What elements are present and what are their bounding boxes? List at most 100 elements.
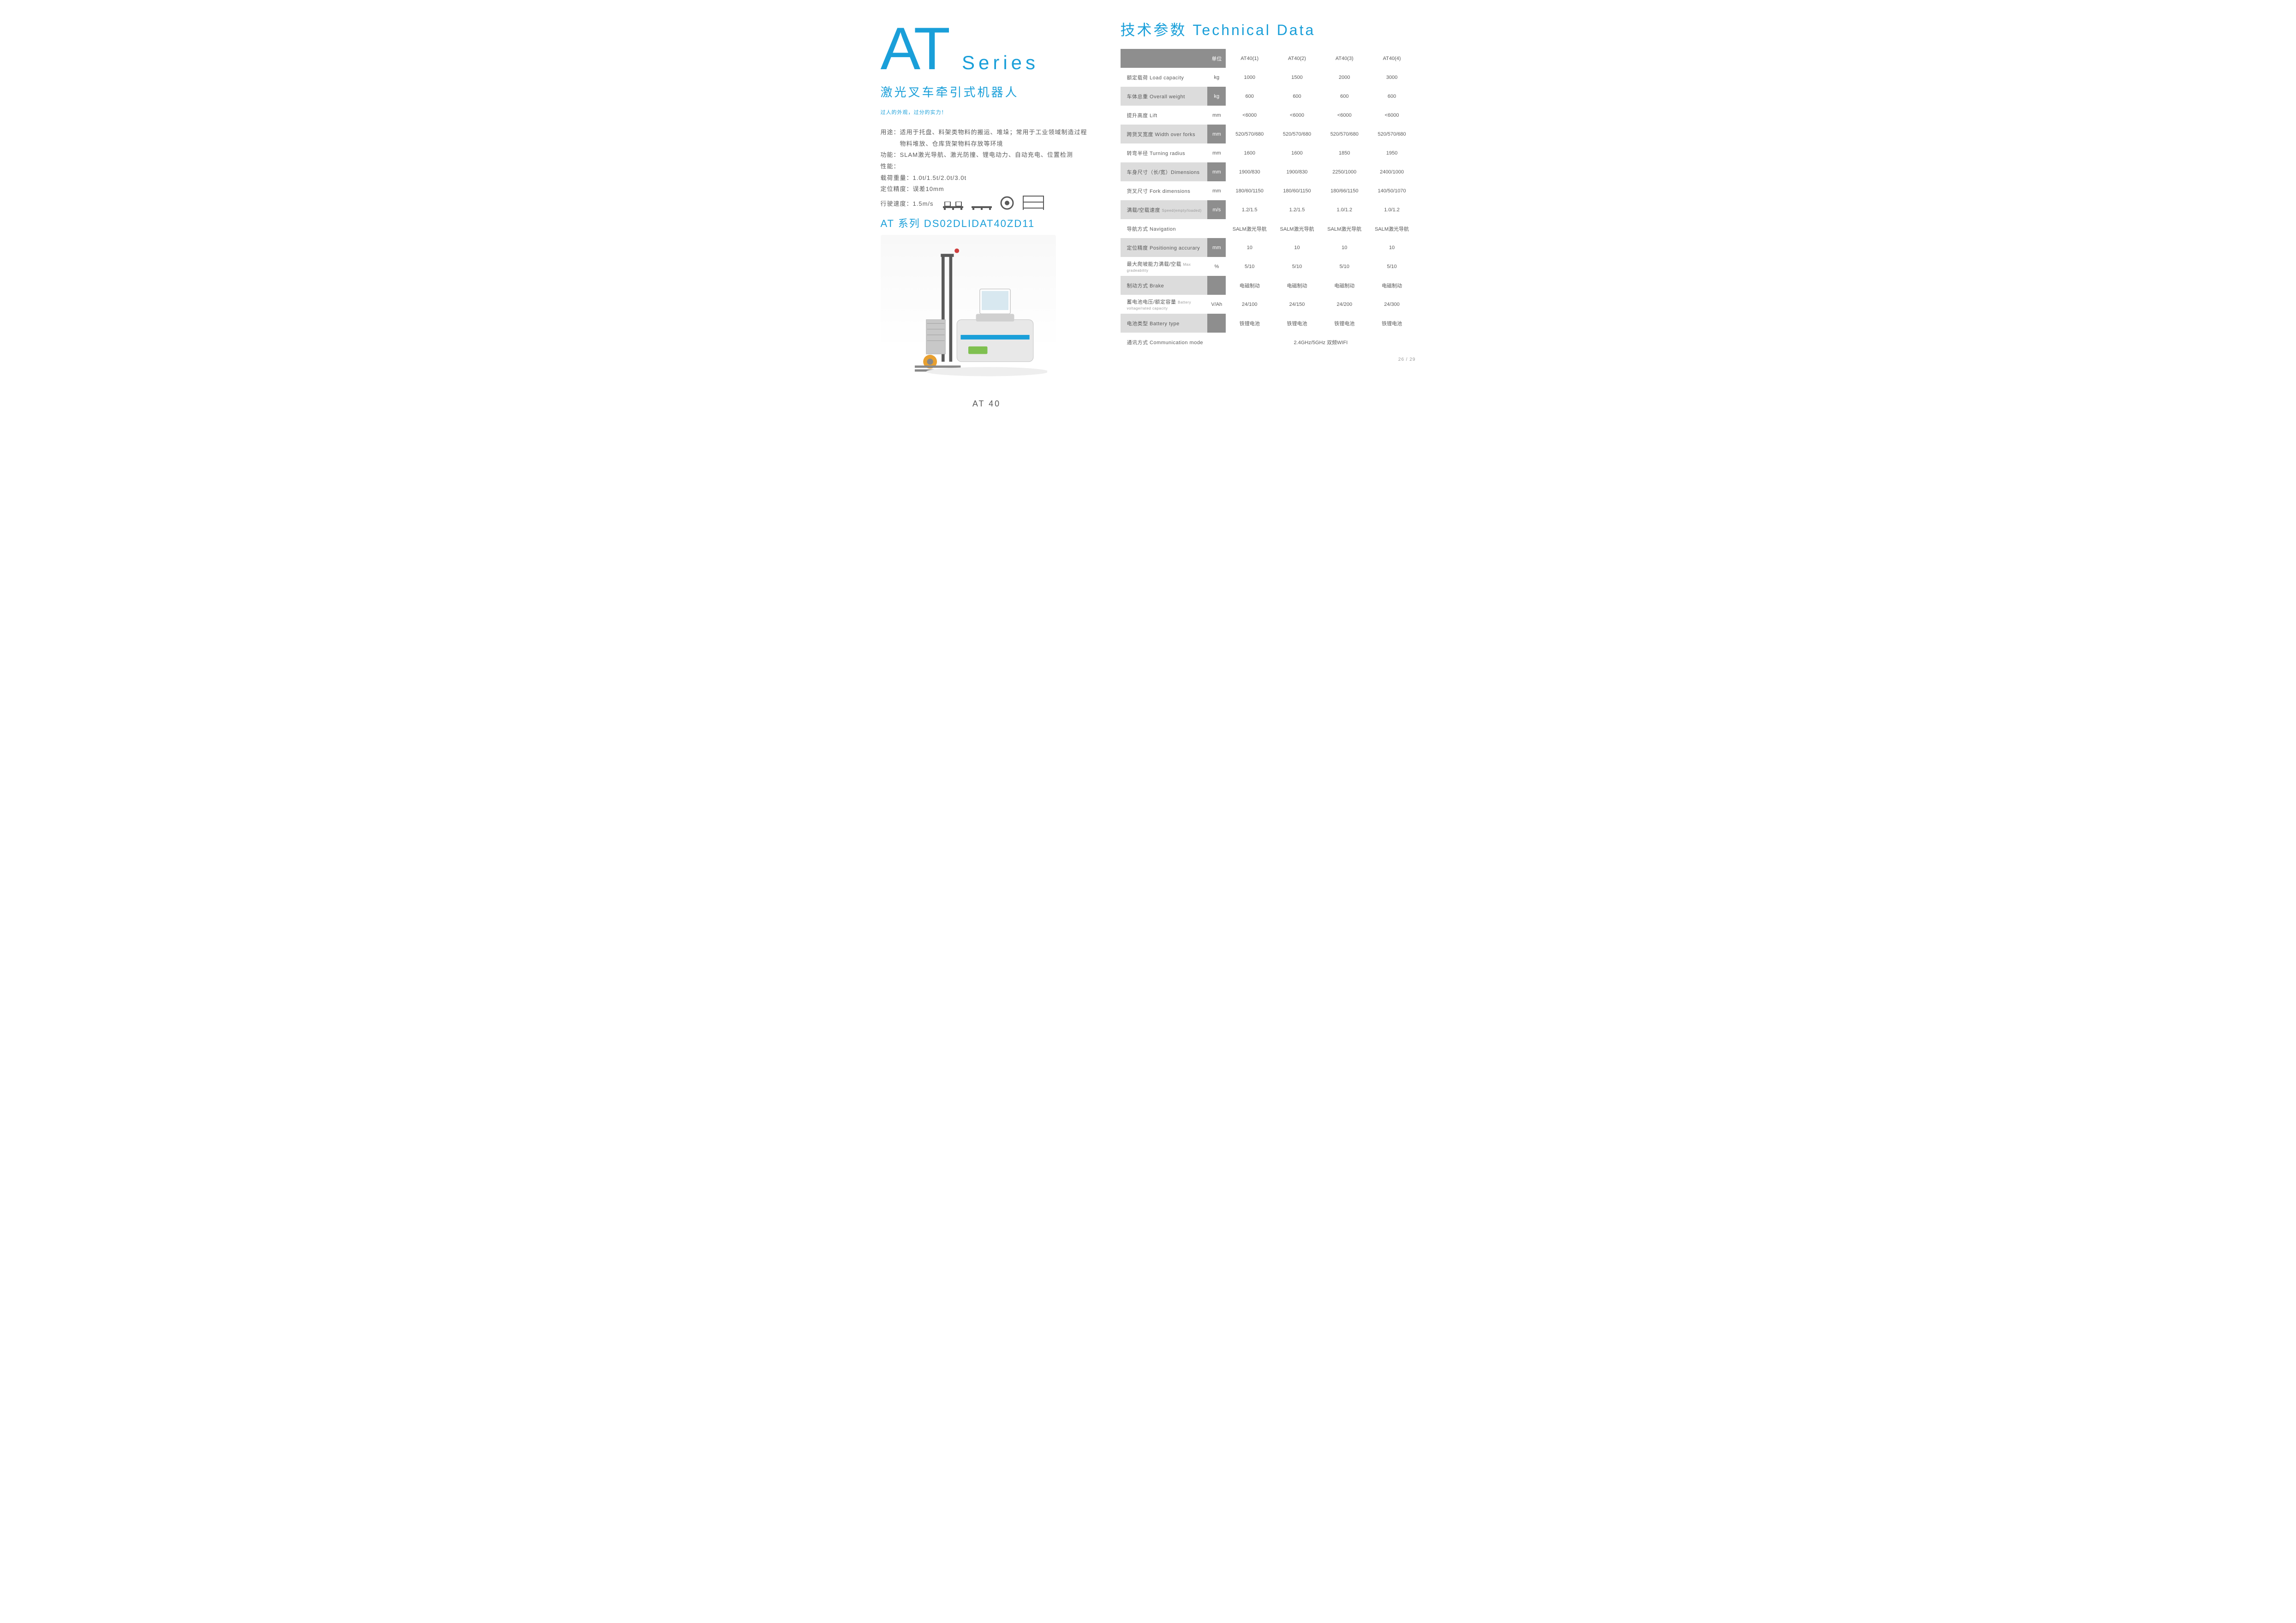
value-cell: 10 xyxy=(1368,238,1416,257)
value-cell: 600 xyxy=(1321,87,1368,106)
param-cell: 转弯半径 Turning radius xyxy=(1121,143,1208,162)
value-cell: 24/150 xyxy=(1273,295,1321,314)
value-cell: <6000 xyxy=(1321,106,1368,125)
value-cell: 1850 xyxy=(1321,143,1368,162)
value-cell: 电磁制动 xyxy=(1226,276,1273,295)
value-cell: 24/200 xyxy=(1321,295,1368,314)
value-cell: 600 xyxy=(1226,87,1273,106)
unit-cell: V/Ah xyxy=(1207,295,1226,314)
load-label: 载荷重量： xyxy=(881,173,913,184)
value-cell: 5/10 xyxy=(1273,257,1321,276)
param-cell: 定位精度 Positioning accurary xyxy=(1121,238,1208,257)
value-cell: 3000 xyxy=(1368,68,1416,87)
value-cell: <6000 xyxy=(1273,106,1321,125)
col-2: AT40(3) xyxy=(1321,49,1368,68)
param-cell: 导航方式 Navigation xyxy=(1121,219,1208,238)
value-cell: 电磁制动 xyxy=(1273,276,1321,295)
value-cell: 10 xyxy=(1226,238,1273,257)
value-cell: 5/10 xyxy=(1368,257,1416,276)
value-cell: 2250/1000 xyxy=(1321,162,1368,181)
unit-cell: mm xyxy=(1207,162,1226,181)
param-cell: 提升高度 Lift xyxy=(1121,106,1208,125)
value-cell: 2400/1000 xyxy=(1368,162,1416,181)
table-row: 通讯方式 Communication mode2.4GHz/5GHz 双频WIF… xyxy=(1121,333,1416,352)
model-code: AT 系列 DS02DLIDAT40ZD11 xyxy=(881,215,1093,230)
value-cell: 5/10 xyxy=(1321,257,1368,276)
value-cell: 1600 xyxy=(1273,143,1321,162)
table-row: 导航方式 NavigationSALM激光导航SALM激光导航SALM激光导航S… xyxy=(1121,219,1416,238)
unit-cell xyxy=(1207,276,1226,295)
table-row: 提升高度 Liftmm<6000<6000<6000<6000 xyxy=(1121,106,1416,125)
table-row: 电池类型 Battery type铁锂电池铁锂电池铁锂电池铁锂电池 xyxy=(1121,314,1416,333)
param-cell: 通讯方式 Communication mode xyxy=(1121,333,1208,352)
table-row: 蓄电池电压/额定容量 Battery voltage/rated capacit… xyxy=(1121,295,1416,314)
func-label: 功能： xyxy=(881,149,900,161)
value-cell: 铁锂电池 xyxy=(1273,314,1321,333)
usage-label: 用途： xyxy=(881,127,900,149)
value-cell: 1.0/1.2 xyxy=(1368,200,1416,219)
unit-cell: kg xyxy=(1207,68,1226,87)
value-cell: 1900/830 xyxy=(1273,162,1321,181)
unit-cell: % xyxy=(1207,257,1226,276)
speed-value: 1.5m/s xyxy=(913,198,934,210)
value-cell: 180/60/1150 xyxy=(1273,181,1321,200)
value-cell: 1600 xyxy=(1226,143,1273,162)
unit-cell xyxy=(1207,333,1226,352)
param-cell: 最大爬坡能力满载/空载 Max gradeability xyxy=(1121,257,1208,276)
rack-icon xyxy=(1022,195,1044,210)
value-cell: 600 xyxy=(1368,87,1416,106)
description-block: 用途： 适用于托盘、料架类物料的搬运、堆垛；常用于工业领域制造过程物料堆放、仓库… xyxy=(881,127,1093,210)
speed-label: 行驶速度： xyxy=(881,198,913,210)
value-cell: <6000 xyxy=(1368,106,1416,125)
param-cell: 制动方式 Brake xyxy=(1121,276,1208,295)
tech-data-title: 技术参数 Technical Data xyxy=(1121,18,1416,40)
table-row: 跨货叉宽度 Width over forksmm520/570/680520/5… xyxy=(1121,125,1416,143)
product-image xyxy=(881,235,1056,396)
at-logo: AT xyxy=(881,18,948,78)
unit-cell xyxy=(1207,219,1226,238)
value-cell: 1500 xyxy=(1273,68,1321,87)
value-cell: SALM激光导航 xyxy=(1226,219,1273,238)
table-row: 定位精度 Positioning accurarymm10101010 xyxy=(1121,238,1416,257)
unit-cell: mm xyxy=(1207,106,1226,125)
value-cell: 10 xyxy=(1321,238,1368,257)
param-cell: 蓄电池电压/额定容量 Battery voltage/rated capacit… xyxy=(1121,295,1208,314)
table-row: 最大爬坡能力满载/空载 Max gradeability%5/105/105/1… xyxy=(1121,257,1416,276)
pallet-icon xyxy=(943,202,963,210)
value-cell: SALM激光导航 xyxy=(1321,219,1368,238)
value-cell: 1.2/1.5 xyxy=(1273,200,1321,219)
table-row: 制动方式 Brake电磁制动电磁制动电磁制动电磁制动 xyxy=(1121,276,1416,295)
param-cell: 满载/空载速度 Speed(empty/loaded) xyxy=(1121,200,1208,219)
value-cell: 180/66/1150 xyxy=(1321,181,1368,200)
load-value: 1.0t/1.5t/2.0t/3.0t xyxy=(913,173,967,184)
unit-cell: mm xyxy=(1207,238,1226,257)
table-row: 满载/空载速度 Speed(empty/loaded)m/s1.2/1.51.2… xyxy=(1121,200,1416,219)
value-cell: 铁锂电池 xyxy=(1226,314,1273,333)
param-cell: 货叉尺寸 Fork dimensions xyxy=(1121,181,1208,200)
value-cell: 1.0/1.2 xyxy=(1321,200,1368,219)
unit-cell: kg xyxy=(1207,87,1226,106)
param-cell: 电池类型 Battery type xyxy=(1121,314,1208,333)
wheel-icon xyxy=(1000,196,1014,210)
value-cell: 2000 xyxy=(1321,68,1368,87)
unit-cell: mm xyxy=(1207,181,1226,200)
value-cell: 140/50/1070 xyxy=(1368,181,1416,200)
value-cell: 5/10 xyxy=(1226,257,1273,276)
value-cell: 520/570/680 xyxy=(1368,125,1416,143)
value-cell: SALM激光导航 xyxy=(1368,219,1416,238)
spec-table: 单位 AT40(1) AT40(2) AT40(3) AT40(4) 额定载荷 … xyxy=(1121,49,1416,352)
unit-cell: m/s xyxy=(1207,200,1226,219)
param-cell: 额定载荷 Load capacity xyxy=(1121,68,1208,87)
precision-value: 误差10mm xyxy=(913,184,944,195)
value-cell: 1900/830 xyxy=(1226,162,1273,181)
param-cell: 车体总重 Overall weight xyxy=(1121,87,1208,106)
unit-cell xyxy=(1207,314,1226,333)
value-cell: 600 xyxy=(1273,87,1321,106)
table-row: 车身尺寸（长/宽）Dimensionsmm1900/8301900/830225… xyxy=(1121,162,1416,181)
value-cell: SALM激光导航 xyxy=(1273,219,1321,238)
unit-cell: mm xyxy=(1207,143,1226,162)
subtitle: 激光叉车牵引式机器人 xyxy=(881,83,1093,100)
col-3: AT40(4) xyxy=(1368,49,1416,68)
precision-label: 定位精度： xyxy=(881,184,913,195)
value-cell: 铁锂电池 xyxy=(1321,314,1368,333)
